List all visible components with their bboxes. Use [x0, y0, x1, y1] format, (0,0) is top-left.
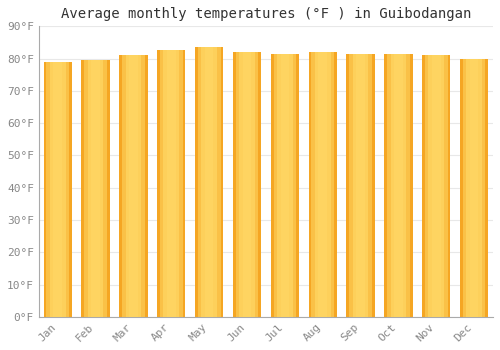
Bar [239, 52, 255, 317]
Bar [460, 58, 488, 317]
Bar [308, 52, 337, 317]
Bar [205, 47, 214, 317]
Bar [422, 55, 450, 317]
Bar [470, 58, 478, 317]
Bar [157, 50, 186, 317]
Bar [119, 55, 148, 317]
Bar [242, 52, 252, 317]
Bar [233, 52, 261, 317]
Bar [122, 55, 145, 317]
Bar [44, 62, 72, 317]
Bar [280, 54, 289, 317]
Bar [84, 60, 107, 317]
Title: Average monthly temperatures (°F ) in Guibodangan: Average monthly temperatures (°F ) in Gu… [60, 7, 471, 21]
Bar [54, 62, 62, 317]
Bar [88, 60, 104, 317]
Bar [425, 55, 448, 317]
Bar [92, 60, 100, 317]
Bar [198, 47, 220, 317]
Bar [129, 55, 138, 317]
Bar [315, 52, 330, 317]
Bar [277, 54, 292, 317]
Bar [312, 52, 334, 317]
Bar [394, 54, 402, 317]
Bar [387, 54, 410, 317]
Bar [384, 54, 412, 317]
Bar [346, 54, 375, 317]
Bar [164, 50, 179, 317]
Bar [349, 54, 372, 317]
Bar [126, 55, 141, 317]
Bar [466, 58, 482, 317]
Bar [202, 47, 217, 317]
Bar [195, 47, 224, 317]
Bar [432, 55, 440, 317]
Bar [318, 52, 327, 317]
Bar [167, 50, 175, 317]
Bar [274, 54, 296, 317]
Bar [390, 54, 406, 317]
Bar [463, 58, 485, 317]
Bar [270, 54, 299, 317]
Bar [82, 60, 110, 317]
Bar [356, 54, 365, 317]
Bar [353, 54, 368, 317]
Bar [236, 52, 258, 317]
Bar [428, 55, 444, 317]
Bar [46, 62, 69, 317]
Bar [160, 50, 182, 317]
Bar [50, 62, 66, 317]
